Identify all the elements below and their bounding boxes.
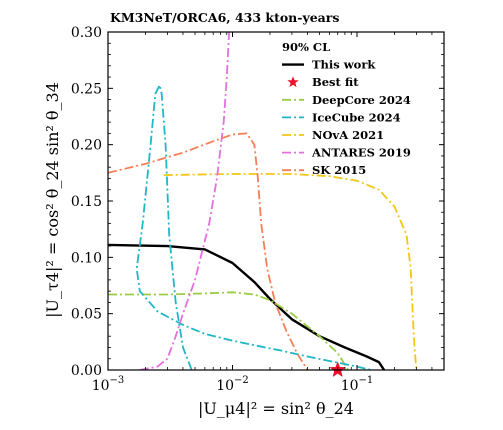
y-tick-label: 0.25 <box>71 81 102 97</box>
y-axis-label: |U_τ4|² = cos² θ_24 sin² θ_34 <box>43 82 62 318</box>
x-tick-label: 10−3 <box>92 375 125 394</box>
legend-deepcore-2024-label: DeepCore 2024 <box>312 93 411 107</box>
series-line-icecube-2024 <box>135 84 372 370</box>
x-tick-label: 10−2 <box>216 375 249 394</box>
series-line-deepcore-2024 <box>108 291 349 370</box>
legend-antares-2019-label: ANTARES 2019 <box>311 146 411 160</box>
chart-title: KM3NeT/ORCA6, 433 kton-years <box>110 10 339 25</box>
legend-icecube-2024-label: IceCube 2024 <box>312 110 401 124</box>
y-tick-label: 0.20 <box>71 138 102 154</box>
plot-frame <box>107 31 445 371</box>
series-line-nova-2021 <box>163 173 418 370</box>
y-tick-label: 0.10 <box>71 250 102 266</box>
legend-nova-2021-label: NOvA 2021 <box>312 128 384 142</box>
y-tick-label: 0.30 <box>71 25 102 41</box>
y-tick-label: 0.05 <box>71 307 102 323</box>
legend-this-work-label: This work <box>312 58 376 72</box>
series-line-sk-2015 <box>108 132 309 370</box>
legend-best-fit-symbol <box>287 76 299 88</box>
legend-best-fit-label: Best fit <box>312 75 359 89</box>
legend-header: 90% CL <box>282 40 330 54</box>
y-tick-label: 0.00 <box>71 363 102 379</box>
legend-sk-2015-label: SK 2015 <box>312 163 366 177</box>
x-axis-label: |U_μ4|² = sin² θ_24 <box>198 399 354 418</box>
series-line-this-work <box>108 243 386 370</box>
y-tick-label: 0.15 <box>71 194 102 210</box>
x-tick-label: 10−1 <box>341 375 374 394</box>
series-line-antares-2019 <box>139 32 230 370</box>
